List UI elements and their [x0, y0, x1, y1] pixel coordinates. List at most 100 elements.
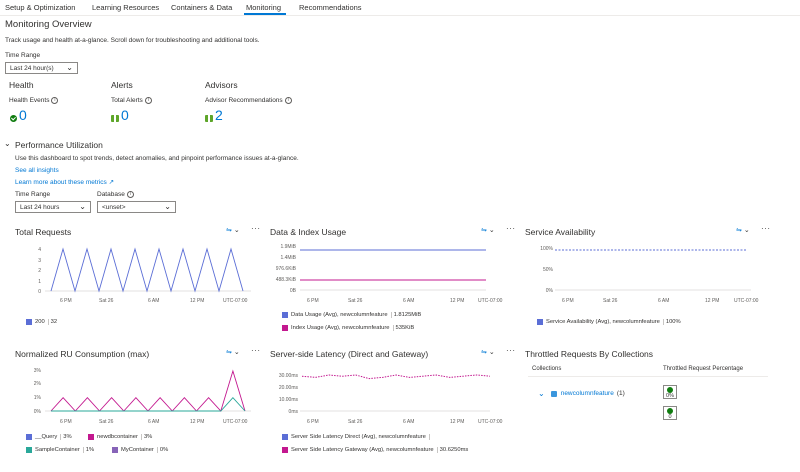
advisor-recommendations-value[interactable]: 2: [205, 107, 223, 123]
chevron-down-icon: ⌄: [66, 63, 73, 72]
perf-time-range-dropdown[interactable]: Last 24 hours ⌄: [15, 201, 91, 213]
external-link-icon: ↗: [108, 179, 115, 186]
legend-swatch: [112, 447, 118, 453]
y-tick: 0: [38, 289, 41, 295]
tab-learning-resources[interactable]: Learning Resources: [92, 3, 160, 12]
more-options-icon[interactable]: ···: [251, 224, 261, 233]
x-tick: 6 PM: [60, 298, 72, 304]
y-tick: 0ms: [289, 409, 299, 415]
pin-icon[interactable]: ⇋ ⌄: [226, 349, 240, 356]
x-tick: 6 AM: [148, 419, 159, 425]
more-options-icon[interactable]: ···: [251, 346, 261, 355]
legend-item[interactable]: Server Side Latency Direct (Avg), newcol…: [282, 434, 434, 440]
overview-time-range-dropdown[interactable]: Last 24 hour(s) ⌄: [5, 62, 78, 74]
tab-monitoring[interactable]: Monitoring: [246, 3, 282, 12]
legend-swatch: [282, 325, 288, 331]
perf-time-range-value: Last 24 hours: [20, 204, 60, 211]
legend-item[interactable]: Index Usage (Avg), newcolumnfeature 535K…: [282, 325, 414, 331]
legend-swatch: [282, 447, 288, 453]
info-icon[interactable]: i: [126, 191, 134, 198]
ru-consumption-title: Normalized RU Consumption (max): [15, 349, 150, 359]
latency-chart: 30.00ms 20.00ms 10.00ms 0ms 6 PM Sat 26 …: [279, 373, 503, 425]
legend-name: newdbcontainer: [97, 434, 138, 440]
tab-containers-data[interactable]: Containers & Data: [171, 3, 233, 12]
legend-swatch: [537, 319, 543, 325]
legend-item[interactable]: Service Availability (Avg), newcolumnfea…: [537, 319, 681, 325]
y-ticks: 4 3 2 1 0: [38, 247, 41, 295]
learn-more-metrics-text: Learn more about these metrics: [15, 179, 107, 186]
database-dropdown[interactable]: <unset> ⌄: [97, 201, 176, 213]
more-options-icon[interactable]: ···: [506, 224, 516, 233]
total-alerts-label: Total Alerts i: [111, 97, 152, 104]
collection-row[interactable]: ⌄ newcolumnfeature (1): [538, 389, 625, 398]
overview-title: Monitoring Overview: [5, 19, 92, 30]
total-alerts-text: Total Alerts: [111, 97, 143, 105]
legend-name: MyContainer: [121, 447, 154, 453]
legend-value: [428, 434, 434, 440]
legend-item[interactable]: MyContainer 0%: [112, 447, 168, 453]
legend-item[interactable]: SampleContainer 1%: [26, 447, 94, 453]
info-icon[interactable]: i: [284, 97, 292, 104]
see-all-insights-link[interactable]: See all insights: [15, 167, 59, 174]
tab-setup-optimization[interactable]: Setup & Optimization: [5, 3, 76, 12]
info-icon[interactable]: i: [51, 97, 59, 104]
y-tick: 10.00ms: [279, 397, 299, 403]
more-options-icon[interactable]: ···: [506, 346, 516, 355]
x-tick: Sat 26: [99, 419, 114, 425]
more-options-icon[interactable]: ···: [761, 224, 771, 233]
legend-value: 1.8125MiB: [390, 312, 421, 318]
x-tick: 6 AM: [403, 419, 414, 425]
pin-icon[interactable]: ⇋ ⌄: [481, 227, 495, 234]
performance-title: Performance Utilization: [15, 140, 103, 150]
legend-swatch: [26, 319, 32, 325]
y-tick: 20.00ms: [279, 385, 299, 391]
series-200-line: [50, 247, 244, 293]
chevron-down-icon: ⌄: [79, 202, 86, 211]
series-newdbcontainer-line: [50, 369, 246, 412]
legend-swatch: [26, 447, 32, 453]
legend-swatch: [282, 434, 288, 440]
advisor-icon: [205, 114, 213, 122]
learn-more-metrics-link[interactable]: Learn more about these metrics ↗: [15, 178, 114, 186]
health-heading: Health: [9, 80, 34, 90]
y-tick: 976.6KiB: [276, 266, 297, 272]
y-tick: 0%: [546, 288, 554, 294]
pin-icon[interactable]: ⇋ ⌄: [481, 349, 495, 356]
x-tick: Sat 26: [603, 298, 618, 304]
legend-item[interactable]: Server Side Latency Gateway (Avg), newco…: [282, 447, 468, 453]
collection-name[interactable]: newcolumnfeature: [560, 390, 614, 397]
tab-recommendations[interactable]: Recommendations: [299, 3, 362, 12]
status-ok-icon: [667, 408, 673, 414]
active-tab-indicator: [244, 13, 286, 15]
pin-icon[interactable]: ⇋ ⌄: [736, 227, 750, 234]
throttled-value-badge: 0%: [663, 385, 677, 399]
health-events-value[interactable]: 0: [10, 107, 27, 123]
legend-item[interactable]: newdbcontainer 3%: [88, 434, 152, 440]
x-tick: 12 PM: [450, 298, 464, 304]
performance-description: Use this dashboard to spot trends, detec…: [15, 155, 299, 162]
legend-swatch: [282, 312, 288, 318]
legend-value: 1%: [82, 447, 94, 453]
legend-item[interactable]: __Query 3%: [26, 434, 72, 440]
legend-item[interactable]: Data Usage (Avg), newcolumnfeature 1.812…: [282, 312, 421, 318]
x-tick: Sat 26: [348, 298, 363, 304]
collection-icon: [550, 390, 557, 397]
x-tick: 12 PM: [705, 298, 719, 304]
collections-column-header: Collections: [532, 366, 562, 372]
pin-icon[interactable]: ⇋ ⌄: [226, 227, 240, 234]
legend-item[interactable]: 200 32: [26, 319, 57, 325]
overview-time-range-label: Time Range: [5, 52, 41, 59]
total-alerts-value[interactable]: 0: [111, 107, 129, 123]
overview-description: Track usage and health at-a-glance. Scro…: [5, 37, 260, 44]
collapse-chevron-icon[interactable]: ⌄: [4, 139, 11, 148]
expand-chevron-icon[interactable]: ⌄: [538, 389, 545, 398]
legend-value: 100%: [662, 319, 681, 325]
availability-title: Service Availability: [525, 227, 596, 237]
availability-chart: 100% 50% 0% 6 PM Sat 26 6 AM 12 PM UTC-0…: [540, 246, 758, 304]
legend-value: 535KiB: [392, 325, 414, 331]
y-tick: 2: [38, 268, 41, 274]
info-icon[interactable]: i: [144, 97, 152, 104]
x-tick: 6 AM: [403, 298, 414, 304]
x-tick: UTC-07:00: [223, 419, 248, 425]
throttled-value: 0: [668, 414, 672, 420]
